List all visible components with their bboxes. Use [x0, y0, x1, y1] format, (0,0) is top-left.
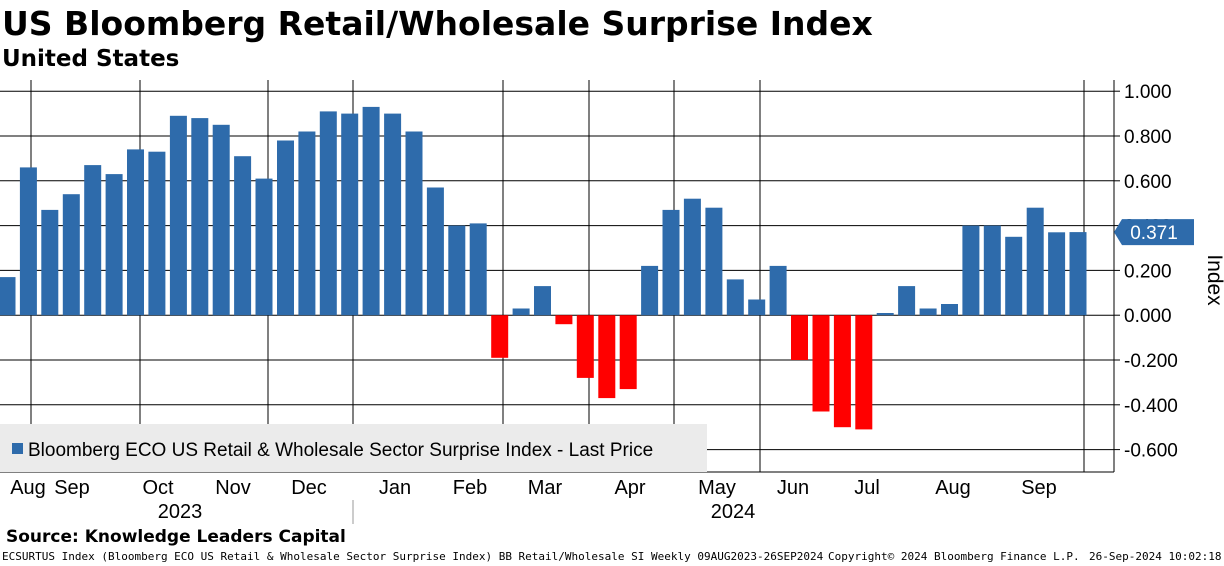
bar [212, 124, 230, 316]
bar [19, 167, 37, 316]
x-tick-label: Sep [1021, 477, 1057, 499]
y-axis-label: Index [1203, 254, 1224, 306]
bar [169, 115, 187, 316]
y-tick-label: 1.000 [1124, 82, 1172, 103]
x-tick-label: Mar [528, 477, 563, 499]
y-tick-label: 0.800 [1124, 127, 1172, 148]
y-tick-label: 0.000 [1124, 306, 1172, 327]
legend-swatch [12, 443, 23, 454]
x-tick-label: Oct [142, 477, 174, 499]
x-tick-label: Apr [614, 477, 645, 499]
copyright-note: Copyright© 2024 Bloomberg Finance L.P. [828, 550, 1080, 563]
bar [105, 174, 123, 316]
bar [1069, 232, 1087, 316]
bar [491, 315, 509, 358]
x-tick-label: Dec [291, 477, 327, 499]
bar [277, 140, 294, 316]
legend-label: Bloomberg ECO US Retail & Wholesale Sect… [28, 440, 653, 461]
bar [127, 149, 144, 316]
ticker-line: ECSURTUS Index (Bloomberg ECO US Retail … [2, 550, 824, 563]
x-tick-label: May [698, 477, 736, 499]
bar [748, 299, 766, 316]
y-tick-label: -0.400 [1124, 396, 1178, 417]
y-tick-label: -0.600 [1124, 441, 1178, 462]
bar [426, 187, 444, 316]
bar [234, 156, 252, 316]
last-value-label: 0.371 [1130, 223, 1178, 244]
bar [898, 286, 916, 316]
bar [705, 207, 723, 316]
bar [726, 279, 744, 316]
bar [1005, 236, 1023, 316]
bar [619, 315, 637, 390]
bar [876, 313, 894, 316]
bar [341, 113, 359, 316]
bar [576, 315, 594, 378]
y-tick-label: 0.600 [1124, 172, 1172, 193]
x-tick-label: Jul [854, 477, 880, 499]
last-value-badge [1114, 219, 1194, 246]
source-note: Source: Knowledge Leaders Capital [6, 527, 346, 547]
bar [919, 308, 937, 316]
bar [255, 178, 273, 316]
bar [941, 304, 958, 316]
bar [812, 315, 830, 412]
bar [405, 131, 423, 316]
page-title: US Bloomberg Retail/Wholesale Surprise I… [2, 4, 873, 43]
bar [791, 315, 808, 360]
page-subtitle: United States [2, 46, 180, 72]
x-tick-label: Aug [935, 477, 971, 499]
bar [191, 118, 209, 316]
bar [983, 225, 1001, 316]
bar [469, 223, 487, 316]
bar [962, 225, 980, 316]
bar [641, 265, 659, 316]
bar [148, 151, 166, 316]
bar [683, 198, 701, 316]
x-tick-label: Aug [10, 477, 46, 499]
bar [84, 165, 102, 316]
x-tick-label: Jun [777, 477, 809, 499]
bar [298, 131, 316, 316]
bar [0, 277, 16, 316]
bar [534, 286, 551, 316]
bar [833, 315, 851, 428]
bar [855, 315, 873, 430]
bar [598, 315, 616, 399]
bar [1026, 207, 1044, 316]
bar [1048, 232, 1066, 316]
x-tick-label: Jan [379, 477, 411, 499]
timestamp: 26-Sep-2024 10:02:18 [1089, 550, 1222, 563]
y-tick-label: -0.200 [1124, 351, 1178, 372]
bar [384, 113, 402, 316]
bar [448, 225, 466, 316]
bar [41, 209, 59, 316]
year-label: 2023 [158, 501, 203, 523]
x-tick-label: Nov [215, 477, 251, 499]
bar [555, 315, 573, 325]
year-label: 2024 [711, 501, 756, 523]
bar [512, 308, 530, 316]
bar [362, 106, 380, 316]
x-tick-label: Feb [453, 477, 487, 499]
y-tick-label: 0.200 [1124, 261, 1172, 282]
bar [769, 265, 787, 316]
bar [319, 111, 337, 316]
bar [62, 194, 80, 316]
bar [662, 209, 680, 316]
x-tick-label: Sep [54, 477, 90, 499]
legend-box [0, 424, 707, 472]
